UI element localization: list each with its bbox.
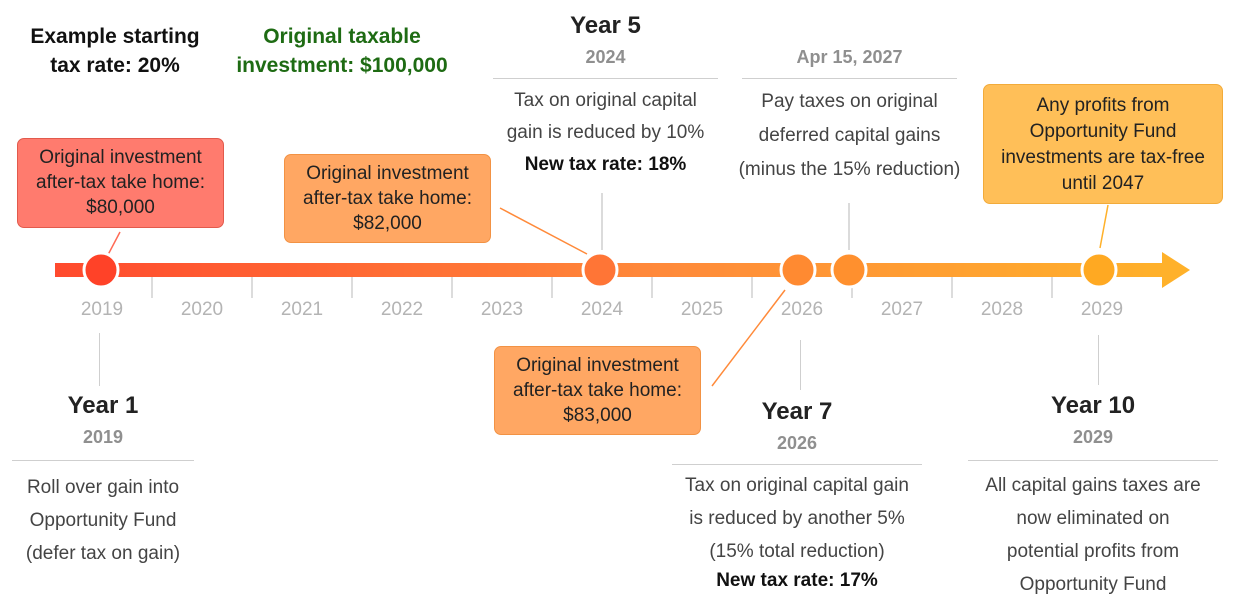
milestone-apr2027: Apr 15, 2027 Pay taxes on original defer… xyxy=(739,42,961,187)
year5-rule xyxy=(493,78,718,79)
year5-desc-line2: gain is reduced by 10% xyxy=(506,122,705,143)
dot-apr2027[interactable] xyxy=(830,251,868,289)
year10-vline xyxy=(1098,335,1099,385)
year-label-2020: 2020 xyxy=(180,299,224,320)
original-investment-line1: Original taxable xyxy=(263,25,421,48)
callout-tax-free-line4: until 2047 xyxy=(1061,173,1145,194)
callout-82k-line2: after-tax take home: xyxy=(303,188,472,209)
year10-desc-line3: potential profits from xyxy=(1006,541,1180,562)
year-label-2023: 2023 xyxy=(480,299,524,320)
apr2027-desc-line1: Pay taxes on original xyxy=(761,91,938,112)
connector-82k xyxy=(499,207,588,255)
year1-rule xyxy=(12,460,194,461)
year7-title: Year 7 xyxy=(761,398,833,425)
year1-desc: Roll over gain into Opportunity Fund (de… xyxy=(12,471,194,570)
year1-desc-line3: (defer tax on gain) xyxy=(25,543,181,564)
timeline-arrowhead xyxy=(1162,252,1190,288)
year-label-2024: 2024 xyxy=(580,299,624,320)
connector-tax-free xyxy=(1099,204,1109,249)
tick-marks xyxy=(151,277,1053,298)
original-investment-line2: investment: $100,000 xyxy=(236,54,448,77)
year5-new-tax-rate: New tax rate: 18% xyxy=(524,154,687,175)
year-label-2021: 2021 xyxy=(280,299,324,320)
year7-desc-line2: is reduced by another 5% xyxy=(689,508,905,529)
milestone-year7: Year 7 2026 Tax on original capital gain… xyxy=(672,396,922,594)
year1-date: 2019 xyxy=(82,427,124,447)
year1-desc-line1: Roll over gain into xyxy=(26,477,180,498)
callout-82k-line1: Original investment xyxy=(306,163,469,184)
year-label-2028: 2028 xyxy=(980,299,1024,320)
dot-2024[interactable] xyxy=(581,251,619,289)
year10-desc-line1: All capital gains taxes are xyxy=(985,475,1201,496)
year-label-2029: 2029 xyxy=(1080,299,1124,320)
year5-desc-line1: Tax on original capital xyxy=(514,90,697,111)
year10-rule xyxy=(968,460,1218,461)
year1-title: Year 1 xyxy=(67,392,139,419)
original-investment-note: Original taxable investment: $100,000 xyxy=(216,22,468,80)
callout-after-tax-80k: Original investment after-tax take home:… xyxy=(17,138,224,228)
year7-new-tax-rate: New tax rate: 17% xyxy=(716,570,878,591)
year1-vline xyxy=(99,333,100,386)
apr2027-desc-line3: (minus the 15% reduction) xyxy=(738,159,961,180)
year10-title: Year 10 xyxy=(1050,392,1136,419)
year10-desc-line2: now eliminated on xyxy=(1016,508,1170,529)
year7-desc-line3: (15% total reduction) xyxy=(709,541,885,562)
apr2027-rule xyxy=(742,78,957,79)
apr2027-desc-line2: deferred capital gains xyxy=(758,125,941,146)
starting-tax-rate-line2: tax rate: 20% xyxy=(50,54,180,77)
dot-2019[interactable] xyxy=(82,251,120,289)
callout-after-tax-83k: Original investment after-tax take home:… xyxy=(494,346,701,435)
year10-date: 2029 xyxy=(1072,427,1114,447)
year-label-2026: 2026 xyxy=(780,299,824,320)
year5-desc: Tax on original capital gain is reduced … xyxy=(483,85,728,181)
callout-tax-free-line3: investments are tax-free xyxy=(1001,147,1205,168)
dot-2029[interactable] xyxy=(1080,251,1118,289)
year5-title: Year 5 xyxy=(570,12,641,39)
milestone-year1: Year 1 2019 Roll over gain into Opportun… xyxy=(12,390,194,570)
callout-83k-line1: Original investment xyxy=(516,355,679,376)
apr2027-date: Apr 15, 2027 xyxy=(796,47,903,67)
year5-date: 2024 xyxy=(585,47,626,67)
callout-83k-line3: $83,000 xyxy=(563,405,632,426)
year-label-2022: 2022 xyxy=(380,299,424,320)
connector-83k xyxy=(711,289,786,387)
year-label-2019: 2019 xyxy=(80,299,124,320)
year1-desc-line2: Opportunity Fund xyxy=(29,510,177,531)
callout-tax-free-line2: Opportunity Fund xyxy=(1029,121,1177,142)
milestone-year10: Year 10 2029 All capital gains taxes are… xyxy=(968,390,1218,601)
starting-tax-rate-line1: Example starting xyxy=(30,25,200,48)
callout-after-tax-82k: Original investment after-tax take home:… xyxy=(284,154,491,243)
milestone-year5: Year 5 2024 Tax on original capital gain… xyxy=(493,10,718,181)
year-label-2025: 2025 xyxy=(680,299,724,320)
year10-desc: All capital gains taxes are now eliminat… xyxy=(963,469,1223,601)
callout-80k-line1: Original investment xyxy=(39,147,202,168)
year7-date: 2026 xyxy=(776,433,818,453)
year7-rule xyxy=(672,464,922,465)
callout-83k-line2: after-tax take home: xyxy=(513,380,682,401)
timeline-dots xyxy=(82,251,1118,289)
callout-80k-line2: after-tax take home: xyxy=(36,172,205,193)
starting-tax-rate-note: Example starting tax rate: 20% xyxy=(10,22,220,80)
year-label-2027: 2027 xyxy=(880,299,924,320)
callout-tax-free-profits: Any profits from Opportunity Fund invest… xyxy=(983,84,1223,204)
dot-2026[interactable] xyxy=(779,251,817,289)
year7-desc-line1: Tax on original capital gain xyxy=(685,475,909,496)
callout-tax-free-line1: Any profits from xyxy=(1036,95,1170,116)
year7-desc: Tax on original capital gain is reduced … xyxy=(662,469,932,594)
year10-desc-line4: Opportunity Fund xyxy=(1019,574,1167,595)
apr2027-desc: Pay taxes on original deferred capital g… xyxy=(722,85,977,187)
year7-vline xyxy=(800,340,801,390)
callout-80k-line3: $80,000 xyxy=(86,197,155,218)
callout-82k-line3: $82,000 xyxy=(353,213,422,234)
